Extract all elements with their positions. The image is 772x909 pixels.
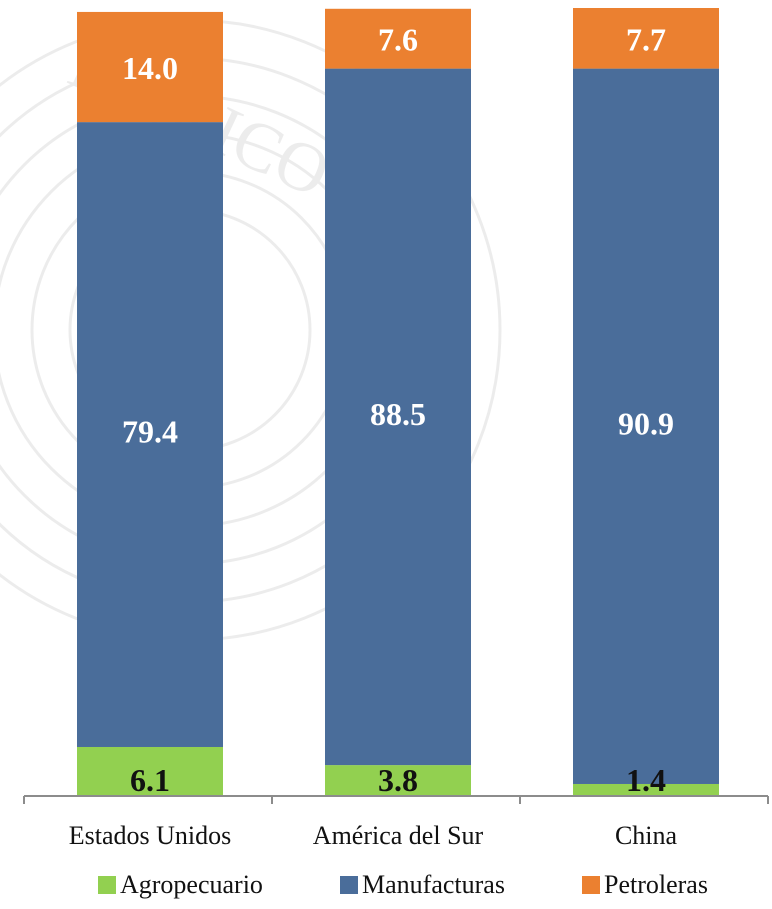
value-label-petroleras-america-del-sur: 7.6 — [378, 22, 418, 58]
value-label-manufacturas-estados-unidos: 79.4 — [122, 414, 178, 450]
value-label-manufacturas-china: 90.9 — [618, 405, 674, 441]
tick-label-estados-unidos: Estados Unidos — [69, 821, 232, 850]
bar-manufacturas-america-del-sur — [325, 68, 471, 766]
bar-petroleras-america-del-sur — [325, 8, 471, 69]
bar-agropecuario-america-del-sur — [325, 765, 471, 795]
legend-label-petroleras: Petroleras — [604, 870, 708, 899]
tick-label-china: China — [615, 821, 678, 850]
legend-label-agropecuario: Agropecuario — [120, 870, 263, 899]
bar-petroleras-china — [573, 8, 719, 69]
bar-manufacturas-estados-unidos — [77, 122, 223, 747]
value-label-petroleras-china: 7.7 — [626, 21, 666, 57]
bars-layer — [77, 8, 719, 795]
legend: Agropecuario Manufacturas Petroleras — [98, 870, 708, 899]
legend-swatch-petroleras — [582, 876, 600, 894]
value-label-agropecuario-america-del-sur: 3.8 — [378, 762, 418, 798]
value-label-agropecuario-china: 1.4 — [626, 762, 666, 798]
legend-label-manufacturas: Manufacturas — [362, 870, 505, 899]
legend-swatch-manufacturas — [340, 876, 358, 894]
bar-agropecuario-estados-unidos — [77, 746, 223, 795]
bar-agropecuario-china — [573, 783, 719, 795]
bar-manufacturas-china — [573, 68, 719, 784]
value-label-agropecuario-estados-unidos: 6.1 — [130, 762, 170, 798]
legend-swatch-agropecuario — [98, 876, 116, 894]
value-label-manufacturas-america-del-sur: 88.5 — [370, 396, 426, 432]
bar-petroleras-estados-unidos — [77, 11, 223, 123]
value-labels-layer: 6.1 79.4 14.0 3.8 88.5 7.6 1.4 90.9 7.7 — [122, 21, 674, 798]
value-label-petroleras-estados-unidos: 14.0 — [122, 50, 178, 86]
tick-label-america-del-sur: América del Sur — [313, 821, 484, 850]
x-axis: Estados Unidos América del Sur China — [23, 795, 769, 850]
